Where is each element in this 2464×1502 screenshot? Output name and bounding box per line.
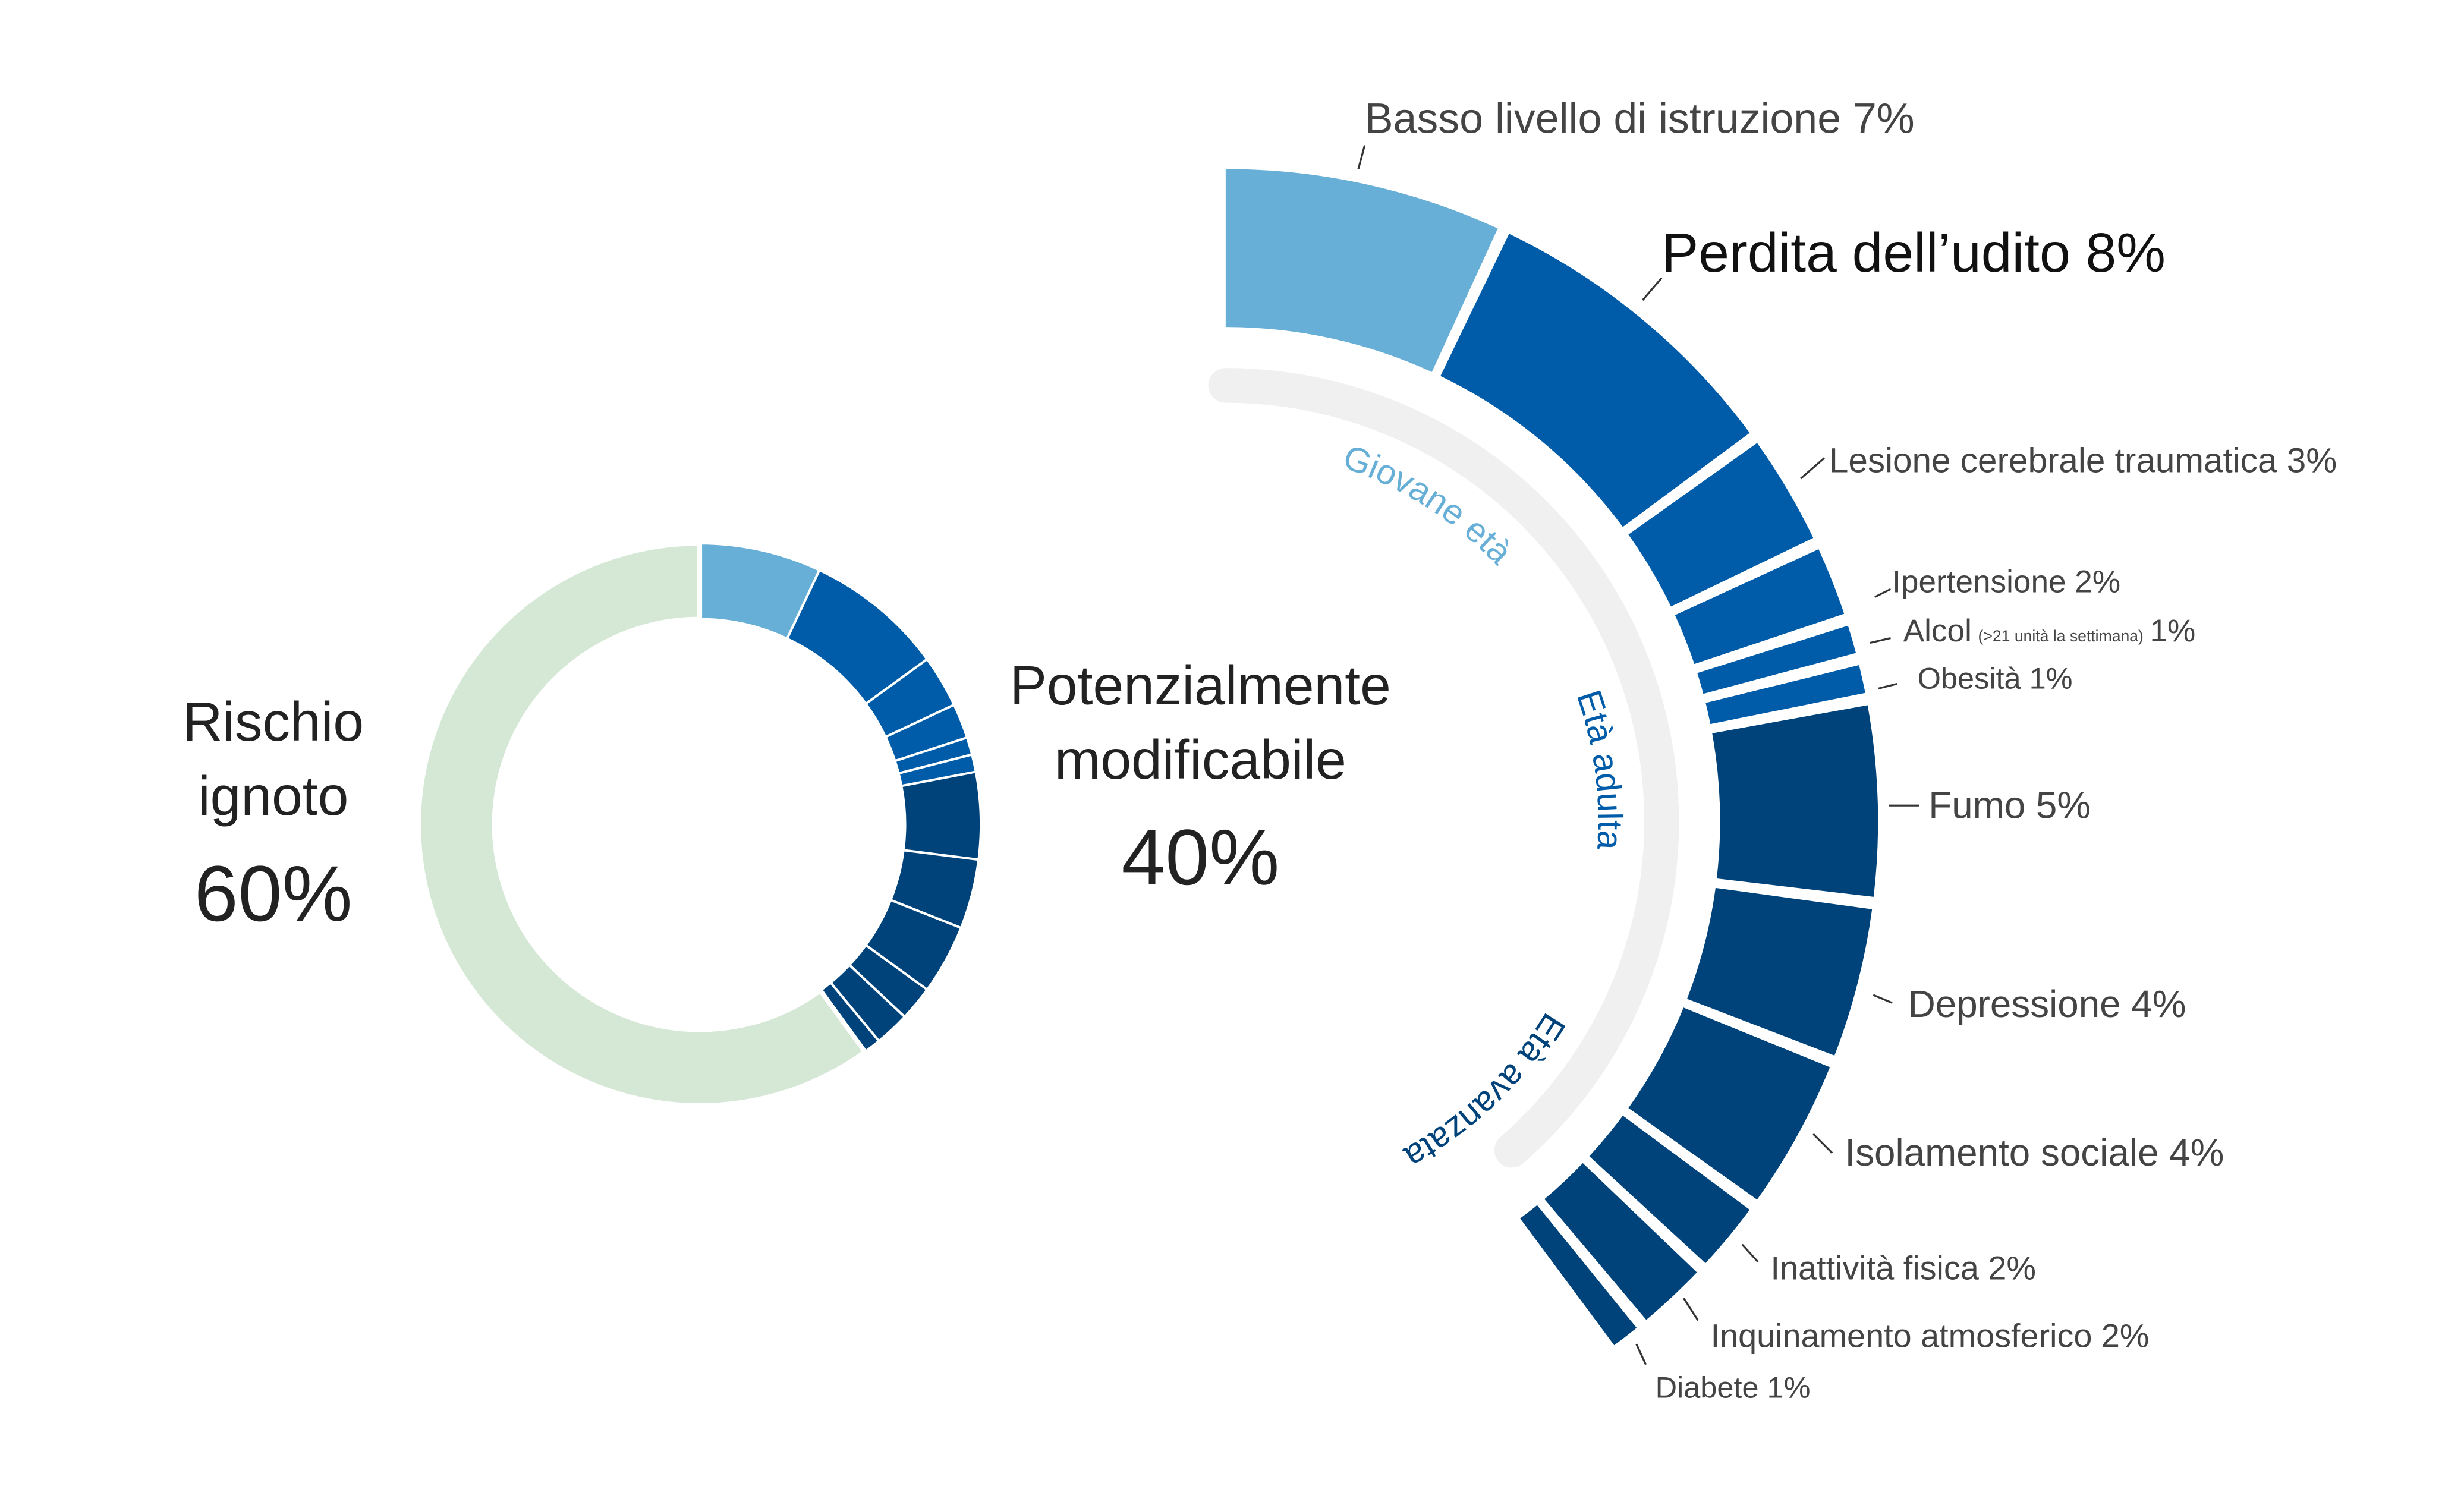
leader-line-obesita-1 xyxy=(1877,683,1897,690)
leader-line-alcol xyxy=(1870,637,1891,644)
modifiable-label-line2: modificabile xyxy=(1055,729,1346,791)
arc-segment-fumo-5 xyxy=(1712,705,1878,897)
risk-factor-arc xyxy=(1225,169,1878,1346)
factor-labels: Basso livello di istruzione 7% Perdita d… xyxy=(1365,95,2337,1404)
label-perdita-udito: Perdita dell’udito 8% xyxy=(1661,222,2166,284)
modifiable-label-line1: Potenzialmente xyxy=(1010,654,1391,716)
label-alcol-value: 1% xyxy=(2150,613,2195,648)
arc-segment-inattivita-fisica-2 xyxy=(1589,1116,1750,1264)
unknown-risk-label-line2: ignoto xyxy=(198,765,348,827)
label-fumo: Fumo 5% xyxy=(1928,783,2091,826)
arc-segment-perdita-dell-udito-8 xyxy=(1440,234,1750,527)
label-lesione-cerebrale: Lesione cerebrale traumatica 3% xyxy=(1829,442,2337,480)
label-alcol-name: Alcol xyxy=(1903,613,1972,648)
leader-line-basso-livello-di-istruzione-7 xyxy=(1357,145,1366,169)
arc-segment-lesione-cerebrale-traumatica-3 xyxy=(1628,443,1814,607)
arc-segment-depressione-4 xyxy=(1687,887,1873,1056)
leader-line-isolamento-sociale-4 xyxy=(1812,1133,1833,1154)
label-isolamento-sociale: Isolamento sociale 4% xyxy=(1845,1131,2224,1174)
label-inattivita-fisica: Inattività fisica 2% xyxy=(1771,1249,2036,1286)
label-basso-livello-istruzione: Basso livello di istruzione 7% xyxy=(1365,95,1915,142)
label-diabete: Diabete 1% xyxy=(1656,1371,1811,1405)
small-donut-segment-rischio-ignoto xyxy=(416,541,868,1108)
leader-line-perdita-dell-udito-8 xyxy=(1642,277,1663,301)
leader-line-diabete-1 xyxy=(1635,1343,1647,1365)
leader-line-lesione-cerebrale-traumatica-3 xyxy=(1799,457,1825,480)
label-alcol: Alcol (>21 unità la settimana) 1% xyxy=(1903,613,2196,648)
leader-line-ipertensione-2 xyxy=(1874,588,1892,598)
small-donut-segment-fumo-5 xyxy=(900,770,982,861)
label-inquinamento-atmosferico: Inquinamento atmosferico 2% xyxy=(1711,1317,2150,1355)
label-alcol-note: (>21 unità la settimana) xyxy=(1978,627,2144,645)
modifiable-value: 40% xyxy=(1121,814,1279,902)
leader-line-inquinamento-atmosferico-2 xyxy=(1683,1298,1699,1321)
stage-label-adult: Età adulta xyxy=(1569,685,1629,851)
unknown-risk-label-line1: Rischio xyxy=(182,691,364,752)
unknown-risk-value: 60% xyxy=(194,850,353,938)
leader-line-depressione-4 xyxy=(1873,994,1893,1004)
arc-segment-diabete-1 xyxy=(1520,1205,1637,1346)
arc-segment-isolamento-sociale-4 xyxy=(1628,1007,1830,1200)
label-obesita: Obesità 1% xyxy=(1918,662,2073,695)
label-depressione: Depressione 4% xyxy=(1908,983,2186,1025)
arc-segment-inquinamento-atmosferico-2 xyxy=(1544,1163,1697,1320)
arc-segment-obesita-1 xyxy=(1705,665,1865,725)
leader-lines xyxy=(1357,145,1919,1365)
arc-segment-ipertensione-2 xyxy=(1675,549,1845,665)
arc-segment-alcol xyxy=(1697,625,1856,694)
life-stage-band xyxy=(1208,368,1679,1168)
arc-segment-basso-livello-di-istruzione-7 xyxy=(1225,169,1498,372)
small-donut xyxy=(416,541,982,1108)
leader-line-inattivita-fisica-2 xyxy=(1741,1243,1759,1263)
label-ipertensione: Ipertensione 2% xyxy=(1892,564,2120,599)
